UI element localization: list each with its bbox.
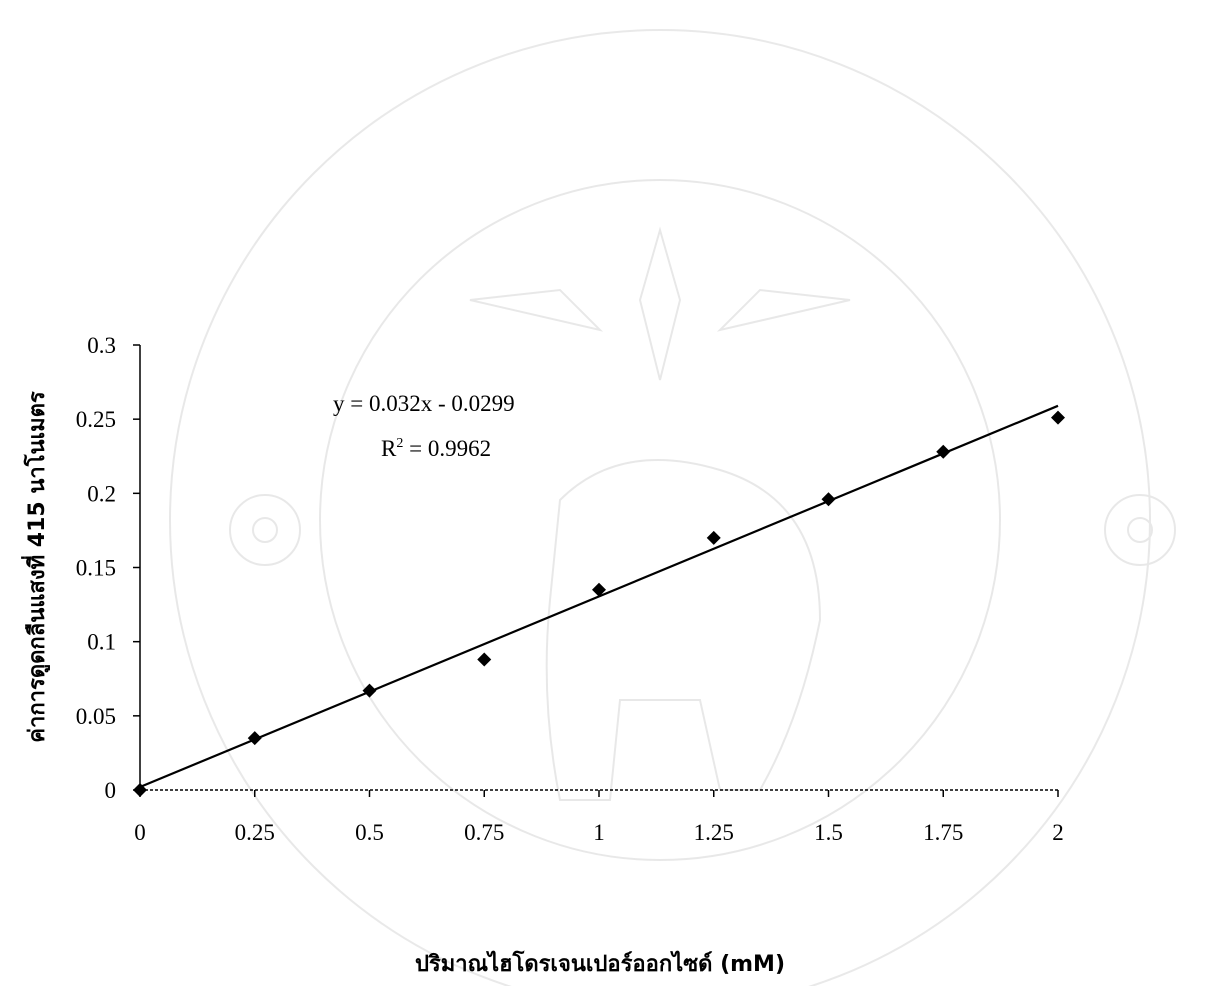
trendline-equation: y = 0.032x - 0.0299	[333, 391, 515, 416]
x-tick-label: 0	[134, 820, 146, 845]
x-tick-label: 1.75	[923, 820, 963, 845]
data-point	[133, 783, 147, 797]
data-point	[706, 530, 721, 545]
y-tick-label: 0.1	[87, 630, 116, 655]
data-points	[133, 410, 1065, 797]
y-axis-title: ค่าการดูดกลืนแสงที่ 415 นาโนเมตร	[20, 391, 51, 743]
data-point	[936, 444, 951, 459]
y-tick-label: 0.25	[76, 407, 116, 432]
data-point	[362, 683, 377, 698]
data-point	[477, 652, 492, 667]
y-tick-label: 0.2	[87, 481, 116, 506]
y-axis-ticks: 0 0.05 0.1 0.15 0.2 0.25 0.3	[76, 333, 140, 803]
data-point	[1051, 410, 1065, 425]
y-tick-label: 0.3	[87, 333, 116, 358]
data-point	[592, 582, 606, 597]
data-point	[821, 492, 836, 507]
x-tick-label: 1.5	[814, 820, 843, 845]
x-tick-label: 2	[1052, 820, 1064, 845]
y-tick-label: 0.05	[76, 704, 116, 729]
r-squared-label: R2 = 0.9962	[381, 436, 491, 461]
x-tick-label: 1.25	[694, 820, 734, 845]
x-tick-label: 0.25	[235, 820, 275, 845]
university-seal-watermark	[169, 29, 1176, 986]
data-point	[247, 731, 262, 746]
y-tick-label: 0.15	[76, 556, 116, 581]
x-tick-label: 0.5	[355, 820, 384, 845]
x-tick-label: 0.75	[464, 820, 504, 845]
x-tick-label: 1	[593, 820, 605, 845]
x-axis-title: ปริมาณไฮโดรเจนเปอร์ออกไซด์ (mM)	[415, 950, 785, 977]
axes	[139, 345, 1058, 791]
y-tick-label: 0	[105, 778, 117, 803]
x-axis-ticks: 0 0.25 0.5 0.75 1 1.25 1.5 1.75 2	[134, 790, 1064, 845]
